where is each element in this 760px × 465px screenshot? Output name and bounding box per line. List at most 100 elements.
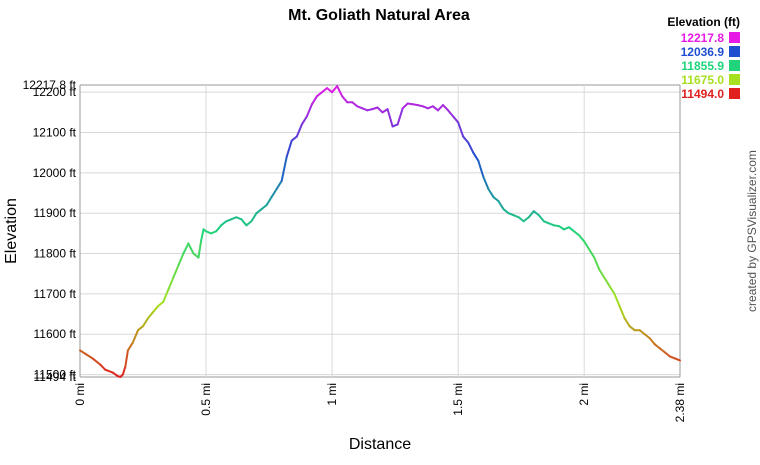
legend-entry-label: 11675.0 bbox=[681, 73, 724, 87]
y-tick-label: 11900 ft bbox=[34, 206, 77, 220]
profile-segment bbox=[623, 317, 631, 328]
profile-segment bbox=[157, 300, 165, 307]
profile-segment bbox=[517, 216, 525, 223]
profile-segment bbox=[598, 268, 606, 279]
profile-segment bbox=[376, 106, 384, 114]
profile-segment bbox=[492, 196, 500, 203]
profile-segment bbox=[663, 351, 671, 358]
profile-segment bbox=[532, 210, 540, 217]
profile-segment bbox=[326, 87, 334, 94]
profile-segment bbox=[310, 95, 318, 106]
profile-segment bbox=[99, 363, 107, 371]
plot-area bbox=[80, 85, 680, 377]
y-axis-label: Elevation bbox=[3, 198, 20, 264]
profile-segment bbox=[502, 208, 510, 215]
x-tick-label: 1 mi bbox=[325, 383, 339, 406]
profile-segment bbox=[331, 85, 339, 94]
profile-segment bbox=[121, 365, 127, 376]
legend-swatch bbox=[729, 46, 740, 57]
profile-segment bbox=[270, 188, 278, 199]
profile-segment bbox=[628, 325, 636, 332]
profile-segment bbox=[608, 284, 616, 295]
profile-segment bbox=[396, 107, 404, 126]
profile-segment bbox=[111, 371, 119, 378]
profile-segment bbox=[265, 196, 273, 207]
y-tick-label: 11494 ft bbox=[34, 370, 77, 384]
legend-swatch bbox=[729, 74, 740, 85]
x-tick-label: 0 mi bbox=[73, 383, 87, 406]
profile-segment bbox=[583, 240, 591, 251]
profile-segment bbox=[285, 139, 293, 158]
profile-segment bbox=[431, 105, 439, 112]
profile-segment bbox=[187, 242, 195, 255]
profile-segment bbox=[452, 115, 460, 124]
legend-swatch bbox=[729, 88, 740, 99]
x-tick-label: 2.38 mi bbox=[673, 383, 687, 422]
profile-segment bbox=[300, 115, 308, 126]
profile-segment bbox=[351, 101, 359, 108]
profile-segment bbox=[162, 288, 170, 303]
profile-segment bbox=[573, 230, 581, 237]
y-tick-label: 11700 ft bbox=[34, 287, 77, 301]
profile-segment bbox=[197, 240, 203, 259]
profile-segment bbox=[321, 87, 329, 94]
y-tick-label: 11600 ft bbox=[34, 327, 77, 341]
profile-segment bbox=[200, 228, 205, 243]
profile-segment bbox=[167, 276, 175, 291]
profile-segment bbox=[648, 337, 656, 346]
profile-segment bbox=[447, 109, 455, 118]
legend: Elevation (ft) 12217.812036.911855.91167… bbox=[667, 15, 740, 101]
profile-segment bbox=[136, 325, 145, 332]
profile-segment bbox=[436, 104, 445, 112]
profile-segment bbox=[152, 304, 160, 314]
profile-segment bbox=[290, 135, 298, 142]
elevation-profile bbox=[79, 85, 681, 378]
profile-segment bbox=[593, 256, 601, 271]
profile-segment bbox=[124, 349, 129, 368]
profile-segment bbox=[618, 304, 626, 320]
legend-entry-label: 12217.8 bbox=[681, 31, 725, 45]
y-tick-label: 11500 ft bbox=[34, 368, 77, 382]
profile-segment bbox=[578, 234, 586, 243]
profile-segment bbox=[588, 248, 596, 259]
profile-segment bbox=[386, 108, 394, 128]
profile-segment bbox=[568, 226, 576, 233]
legend-entry-label: 11494.0 bbox=[681, 87, 724, 101]
x-tick-label: 2 mi bbox=[577, 383, 591, 406]
profile-segment bbox=[255, 208, 263, 215]
chart-title: Mt. Goliath Natural Area bbox=[288, 7, 470, 24]
profile-segment bbox=[482, 175, 490, 191]
grid-lines bbox=[79, 84, 681, 378]
profile-segment bbox=[537, 214, 545, 223]
profile-segment bbox=[280, 155, 288, 182]
profile-segment bbox=[673, 357, 681, 362]
profile-segment bbox=[305, 103, 313, 118]
profile-segment bbox=[126, 341, 134, 352]
profile-segment bbox=[147, 311, 155, 320]
profile-segment bbox=[638, 329, 646, 336]
profile-segment bbox=[91, 357, 102, 366]
profile-segment bbox=[341, 95, 349, 104]
profile-segment bbox=[295, 123, 303, 138]
legend-entry-label: 12036.9 bbox=[681, 45, 725, 59]
profile-segment bbox=[462, 135, 470, 144]
y-tick-label: 12217.8 ft bbox=[23, 78, 77, 92]
profile-segment bbox=[260, 204, 268, 211]
profile-segment bbox=[658, 347, 666, 354]
profile-segment bbox=[603, 276, 611, 287]
profile-segment bbox=[472, 151, 480, 162]
profile-segment bbox=[442, 104, 450, 112]
profile-segment bbox=[240, 218, 248, 227]
profile-segment bbox=[315, 91, 324, 98]
profile-segment bbox=[104, 368, 114, 374]
profile-segment bbox=[477, 159, 485, 178]
y-tick-label: 12000 ft bbox=[33, 166, 77, 180]
profile-segment bbox=[131, 329, 139, 344]
profile-segment bbox=[457, 121, 465, 138]
profile-segment bbox=[245, 220, 253, 227]
profile-segment bbox=[215, 224, 223, 233]
profile-segment bbox=[613, 292, 621, 307]
profile-segment bbox=[653, 343, 661, 350]
